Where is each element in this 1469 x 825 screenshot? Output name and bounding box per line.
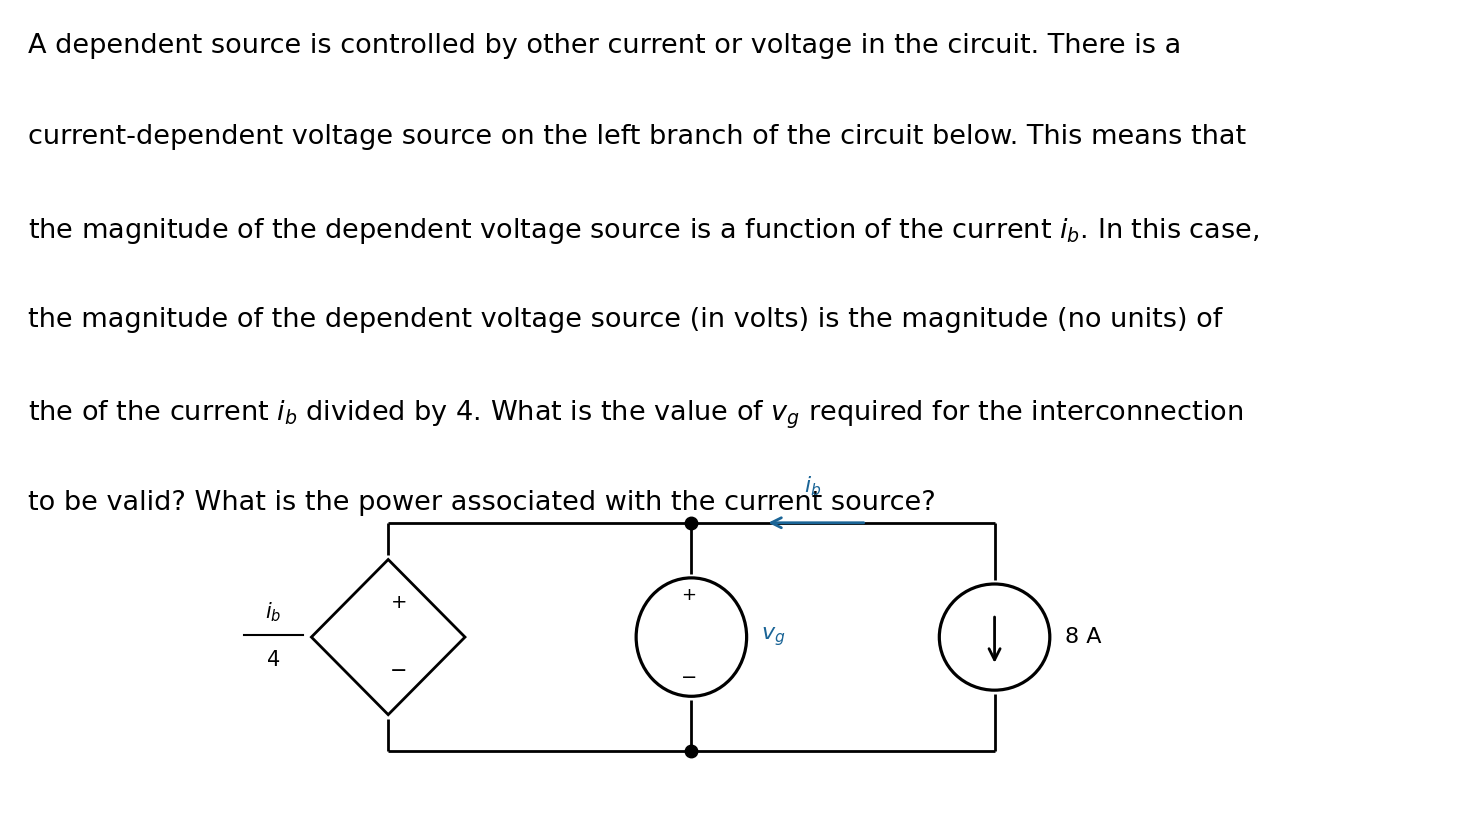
Text: 8 A: 8 A (1065, 627, 1102, 647)
Text: $i_b$: $i_b$ (266, 601, 282, 625)
Text: current-dependent voltage source on the left branch of the circuit below. This m: current-dependent voltage source on the … (28, 125, 1247, 150)
Text: −: − (391, 662, 408, 681)
Text: $i_b$: $i_b$ (804, 474, 821, 497)
Text: 4: 4 (267, 650, 281, 670)
Text: the of the current $i_b$ divided by 4. What is the value of $v_g$ required for t: the of the current $i_b$ divided by 4. W… (28, 398, 1244, 431)
Text: A dependent source is controlled by other current or voltage in the circuit. The: A dependent source is controlled by othe… (28, 33, 1181, 59)
Text: the magnitude of the dependent voltage source (in volts) is the magnitude (no un: the magnitude of the dependent voltage s… (28, 307, 1222, 333)
Text: +: + (682, 586, 696, 604)
Text: the magnitude of the dependent voltage source is a function of the current $i_b$: the magnitude of the dependent voltage s… (28, 215, 1259, 246)
Text: +: + (391, 593, 407, 612)
Text: to be valid? What is the power associated with the current source?: to be valid? What is the power associate… (28, 490, 936, 516)
Text: $v_g$: $v_g$ (761, 625, 786, 648)
Text: −: − (680, 668, 696, 687)
